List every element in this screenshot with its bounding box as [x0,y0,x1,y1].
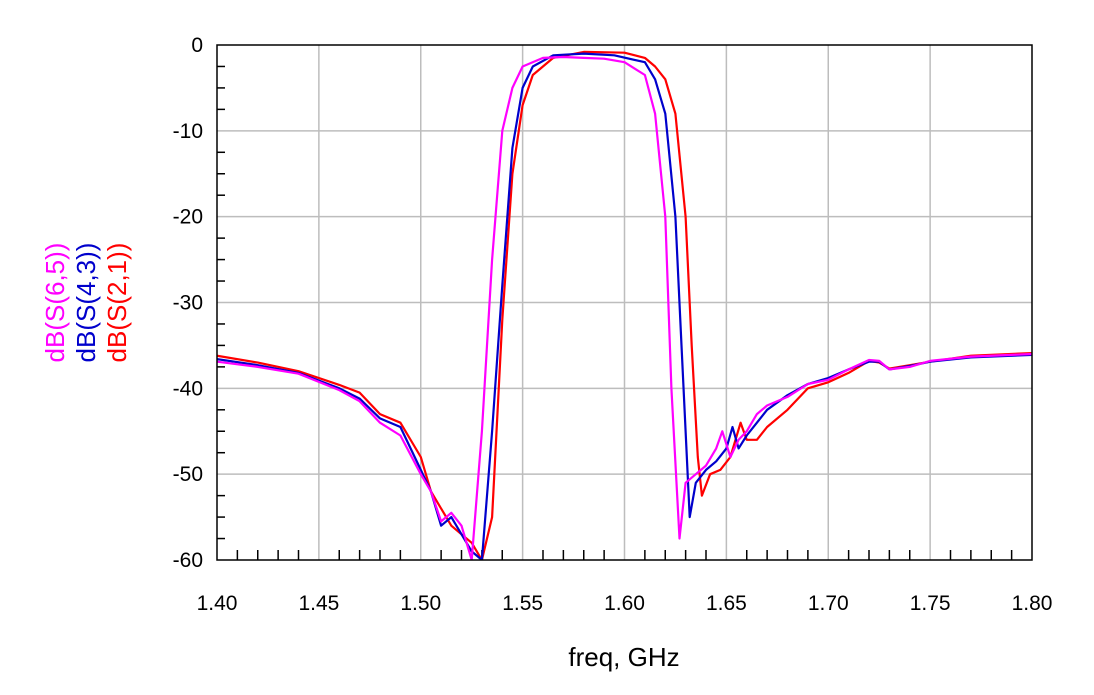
y-tick-label: -10 [173,120,203,143]
legend-label: dB(S(6,5)) [40,243,70,363]
y-tick-label: 0 [191,34,203,57]
legend-label: dB(S(2,1)) [102,243,132,363]
y-tick-label: -20 [173,206,203,229]
x-tick-labels: 1.40 1.45 1.50 1.55 1.60 1.65 1.70 1.75 1.80 [197,592,1053,615]
x-tick-label: 1.65 [706,592,747,615]
y-tick-label: -40 [173,377,203,400]
x-tick-label: 1.75 [910,592,951,615]
y-tick-label: -60 [173,549,203,572]
x-tick-label: 1.55 [502,592,543,615]
legend-label: dB(S(4,3)) [71,243,101,363]
x-tick-label: 1.40 [197,592,238,615]
x-tick-label: 1.50 [400,592,441,615]
x-tick-label: 1.45 [298,592,339,615]
y-tick-labels: 0 -10 -20 -30 -40 -50 -60 [173,34,203,572]
minor-ticks [217,65,1013,560]
series-line [217,55,1032,560]
grid [217,45,1032,560]
y-tick-label: -50 [173,463,203,486]
plot-frame [216,44,1033,561]
legend: dB(S(6,5)) dB(S(4,3)) dB(S(2,1)) [40,243,132,363]
x-tick-label: 1.60 [604,592,645,615]
x-tick-label: 1.80 [1012,592,1053,615]
series-layer [217,50,1032,560]
x-tick-label: 1.70 [808,592,849,615]
x-axis-title: freq, GHz [568,642,679,672]
y-tick-label: -30 [173,292,203,315]
